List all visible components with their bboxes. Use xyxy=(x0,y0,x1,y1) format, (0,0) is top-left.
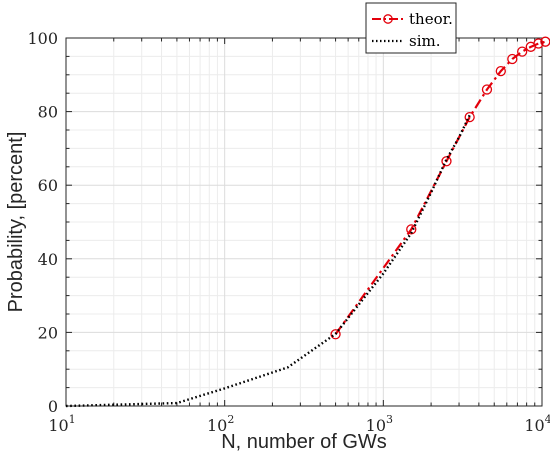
x-tick-label-base: 10 xyxy=(524,416,544,435)
x-tick-label: 103 xyxy=(366,413,393,435)
legend-theor-label: theor. xyxy=(409,10,453,28)
series-theor-marker xyxy=(507,53,518,65)
x-tick-label-exponent: 3 xyxy=(386,413,393,426)
x-axis-title: N, number of GWs xyxy=(221,431,387,453)
series-theor-marker xyxy=(464,111,475,123)
x-tick-label-exponent: 1 xyxy=(69,413,76,426)
x-tick-label: 104 xyxy=(524,413,550,435)
series-theor-marker xyxy=(441,156,452,167)
x-tick-labels: 101 102 103 104 xyxy=(48,413,550,435)
x-tick-label-base: 10 xyxy=(48,416,68,435)
x-tick-label-base: 10 xyxy=(366,416,386,435)
series-theor-marker xyxy=(495,65,506,77)
legend-theor-marker xyxy=(383,14,393,24)
legend-sim-label: sim. xyxy=(409,32,441,50)
major-grid xyxy=(66,38,542,406)
x-tick-label: 101 xyxy=(48,413,75,435)
series-sim-line xyxy=(65,114,471,408)
y-tick-label: 20 xyxy=(38,323,58,342)
minor-grid xyxy=(66,38,542,406)
series-theor-marker xyxy=(330,329,341,340)
x-tick-label: 102 xyxy=(207,413,234,435)
y-tick-labels: 0 20 40 60 80 100 xyxy=(27,29,58,416)
y-tick-label: 0 xyxy=(48,397,58,416)
x-tick-label-base: 10 xyxy=(207,416,227,435)
legend-box xyxy=(365,2,457,54)
y-tick-label: 40 xyxy=(38,250,58,269)
y-tick-label: 100 xyxy=(27,29,58,48)
series-theor-marker xyxy=(517,46,528,57)
legend: theor. sim. xyxy=(365,2,457,54)
x-tick-label-exponent: 4 xyxy=(545,413,550,426)
y-axis-title: Probability, [percent] xyxy=(5,132,27,313)
series-theor-marker xyxy=(406,224,417,235)
series-theor-marker xyxy=(481,84,493,95)
x-tick-label-exponent: 2 xyxy=(227,413,234,426)
y-tick-label: 60 xyxy=(38,176,58,195)
y-tick-label: 80 xyxy=(38,103,58,122)
series-theor-marker xyxy=(533,38,544,49)
series-layer xyxy=(65,36,550,408)
